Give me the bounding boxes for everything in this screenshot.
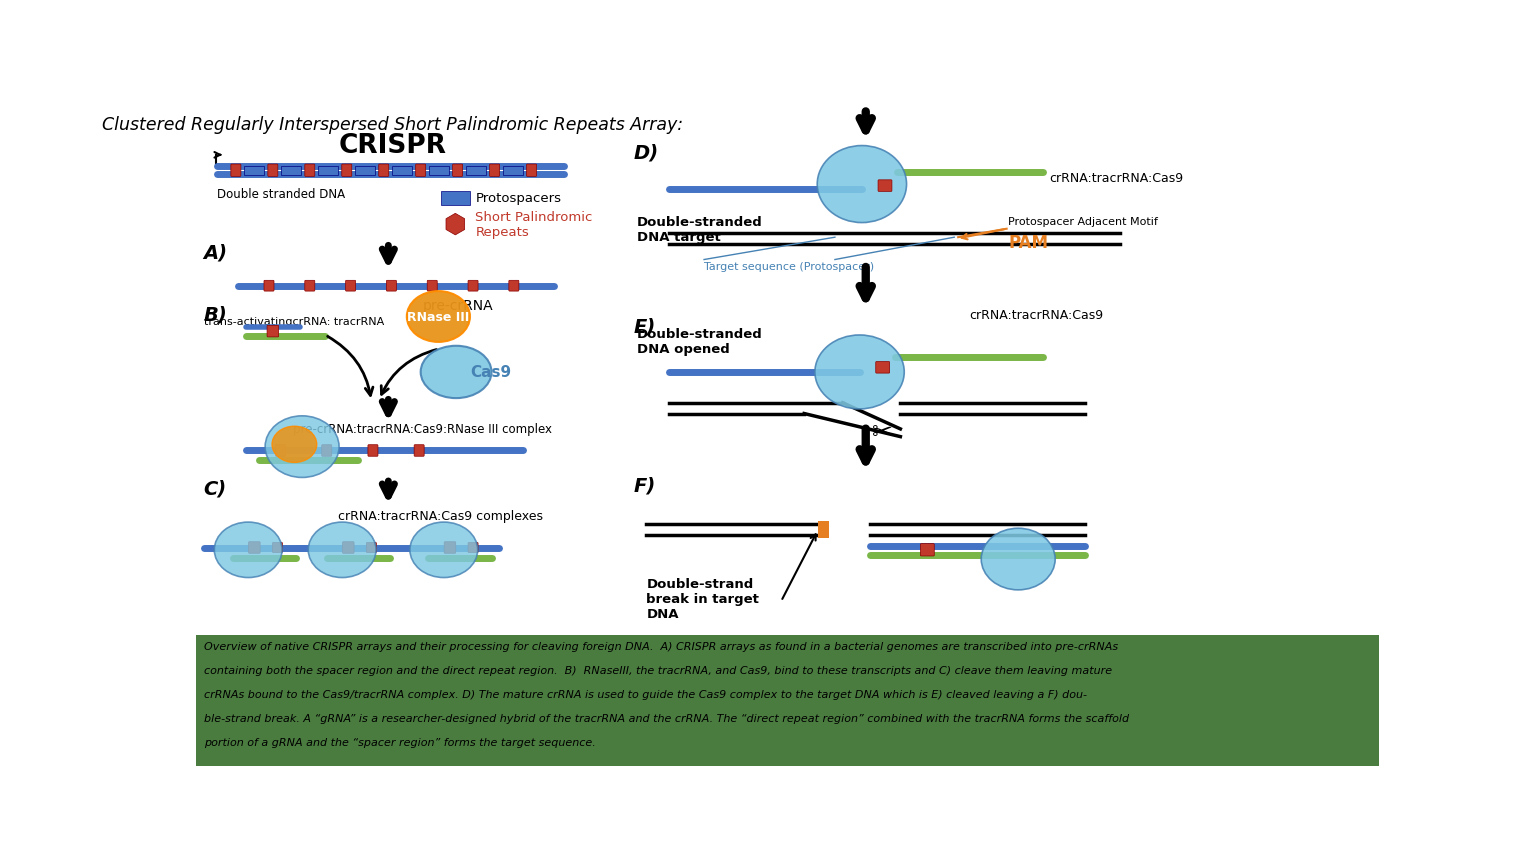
Bar [392,166,412,176]
Ellipse shape [407,292,470,343]
FancyBboxPatch shape [379,164,389,177]
Bar [355,166,375,176]
FancyBboxPatch shape [367,543,376,553]
FancyBboxPatch shape [267,164,278,177]
FancyBboxPatch shape [275,445,286,456]
FancyBboxPatch shape [304,164,315,177]
Text: trans-activatingcrRNA: tracrRNA: trans-activatingcrRNA: tracrRNA [204,316,384,326]
FancyBboxPatch shape [508,281,519,292]
FancyBboxPatch shape [415,445,424,456]
FancyBboxPatch shape [264,281,273,292]
Text: Short Palindromic
Repeats: Short Palindromic Repeats [475,211,593,238]
FancyBboxPatch shape [304,281,315,292]
Text: crRNA:tracrRNA:Cas9: crRNA:tracrRNA:Cas9 [969,309,1104,322]
FancyBboxPatch shape [272,543,283,553]
Bar [281,166,301,176]
Text: Double stranded DNA: Double stranded DNA [218,188,346,201]
Text: Double-strand
break in target
DNA: Double-strand break in target DNA [647,577,759,620]
Text: C): C) [204,479,227,498]
FancyBboxPatch shape [346,281,356,292]
FancyBboxPatch shape [453,164,462,177]
Text: crRNAs bound to the Cas9/tracrRNA complex. D) The mature crRNA is used to guide : crRNAs bound to the Cas9/tracrRNA comple… [204,690,1086,699]
Text: Protospacers: Protospacers [475,192,561,205]
Bar [318,166,338,176]
Text: A): A) [204,244,227,263]
Text: Target sequence (Protospacer): Target sequence (Protospacer) [703,262,874,272]
FancyBboxPatch shape [920,544,934,556]
Text: PAM: PAM [1008,234,1048,252]
FancyBboxPatch shape [468,543,478,553]
Text: ✂: ✂ [872,420,892,444]
FancyBboxPatch shape [879,181,892,192]
Text: Clustered Regularly Interspersed Short Palindromic Repeats Array:: Clustered Regularly Interspersed Short P… [101,115,684,133]
Bar [504,166,524,176]
Text: containing both the spacer region and the direct repeat region.  B)  RNaseIII, t: containing both the spacer region and th… [204,666,1112,676]
Text: E): E) [633,317,656,336]
Ellipse shape [421,346,492,399]
FancyBboxPatch shape [468,281,478,292]
Bar [465,166,485,176]
Bar [819,522,829,539]
Text: pre-crRNA: pre-crRNA [422,299,493,313]
Ellipse shape [272,427,316,463]
FancyBboxPatch shape [387,281,396,292]
Text: pre-crRNA:tracrRNA:Cas9:RNase III complex: pre-crRNA:tracrRNA:Cas9:RNase III comple… [293,423,553,436]
Text: D): D) [633,143,659,162]
FancyBboxPatch shape [249,542,260,554]
Text: crRNA:tracrRNA:Cas9 complexes: crRNA:tracrRNA:Cas9 complexes [338,510,544,523]
Text: Protospacer Adjacent Motif: Protospacer Adjacent Motif [1008,217,1158,226]
Bar [429,166,449,176]
FancyBboxPatch shape [427,281,438,292]
Text: RNase III: RNase III [407,311,470,324]
Text: Cas9: Cas9 [470,365,511,380]
FancyBboxPatch shape [343,542,355,554]
Ellipse shape [215,523,283,578]
Bar [244,166,264,176]
Bar [441,192,470,206]
Text: F): F) [633,475,656,494]
FancyBboxPatch shape [267,326,278,338]
Text: Double-stranded
DNA target: Double-stranded DNA target [637,215,763,244]
Bar [197,635,1379,766]
Ellipse shape [816,336,905,410]
FancyBboxPatch shape [490,164,499,177]
FancyBboxPatch shape [527,164,536,177]
Ellipse shape [309,523,376,578]
Ellipse shape [817,146,906,223]
FancyBboxPatch shape [230,164,241,177]
FancyBboxPatch shape [876,362,889,374]
FancyBboxPatch shape [341,164,352,177]
Text: B): B) [204,305,227,324]
FancyBboxPatch shape [321,445,332,456]
FancyBboxPatch shape [444,542,456,554]
Text: Double-stranded
DNA opened: Double-stranded DNA opened [637,328,763,356]
Ellipse shape [982,529,1055,590]
Text: Overview of native CRISPR arrays and their processing for cleaving foreign DNA. : Overview of native CRISPR arrays and the… [204,641,1118,652]
FancyBboxPatch shape [369,445,378,456]
Ellipse shape [410,523,478,578]
Text: portion of a gRNA and the “spacer region” forms the target sequence.: portion of a gRNA and the “spacer region… [204,737,596,747]
Text: CRISPR: CRISPR [338,133,445,158]
Text: ble-strand break. A “gRNA” is a researcher-designed hybrid of the tracrRNA and t: ble-strand break. A “gRNA” is a research… [204,713,1129,723]
Ellipse shape [266,417,339,478]
Text: crRNA:tracrRNA:Cas9: crRNA:tracrRNA:Cas9 [1049,172,1183,185]
FancyBboxPatch shape [416,164,425,177]
